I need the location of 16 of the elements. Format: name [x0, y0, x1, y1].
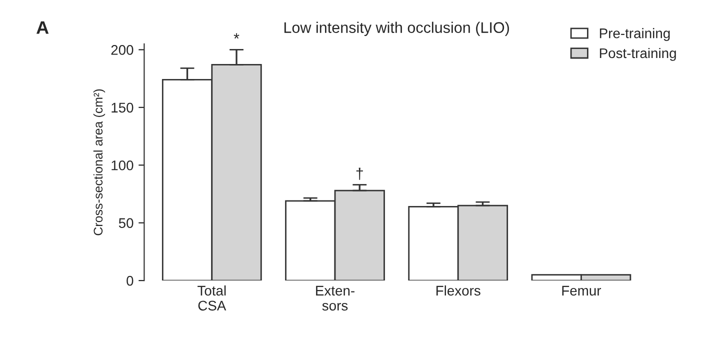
text: A	[36, 21, 49, 34]
y-tick-label: 100	[112, 160, 134, 170]
x-tick-label: Flexors	[436, 285, 480, 296]
y-tick-label: 0	[126, 276, 134, 286]
y-tick-label: 50	[118, 218, 134, 228]
y-axis-title: Cross-sectional area (cm²)	[93, 89, 106, 236]
x-tick-label: Total CSA	[198, 285, 226, 311]
x-tick-label: Exten- sors	[316, 286, 354, 311]
annotation: †	[356, 168, 363, 180]
x-tick-label: Femur	[562, 286, 602, 296]
y-tick-label: 150	[112, 102, 134, 113]
legend-label: Pre-training	[600, 28, 670, 41]
text: *	[234, 33, 240, 39]
chart-title: Low intensity with occlusion (LIO)	[284, 22, 509, 36]
legend-label: Post-training	[600, 48, 676, 61]
y-tick-label: 200	[111, 45, 134, 55]
